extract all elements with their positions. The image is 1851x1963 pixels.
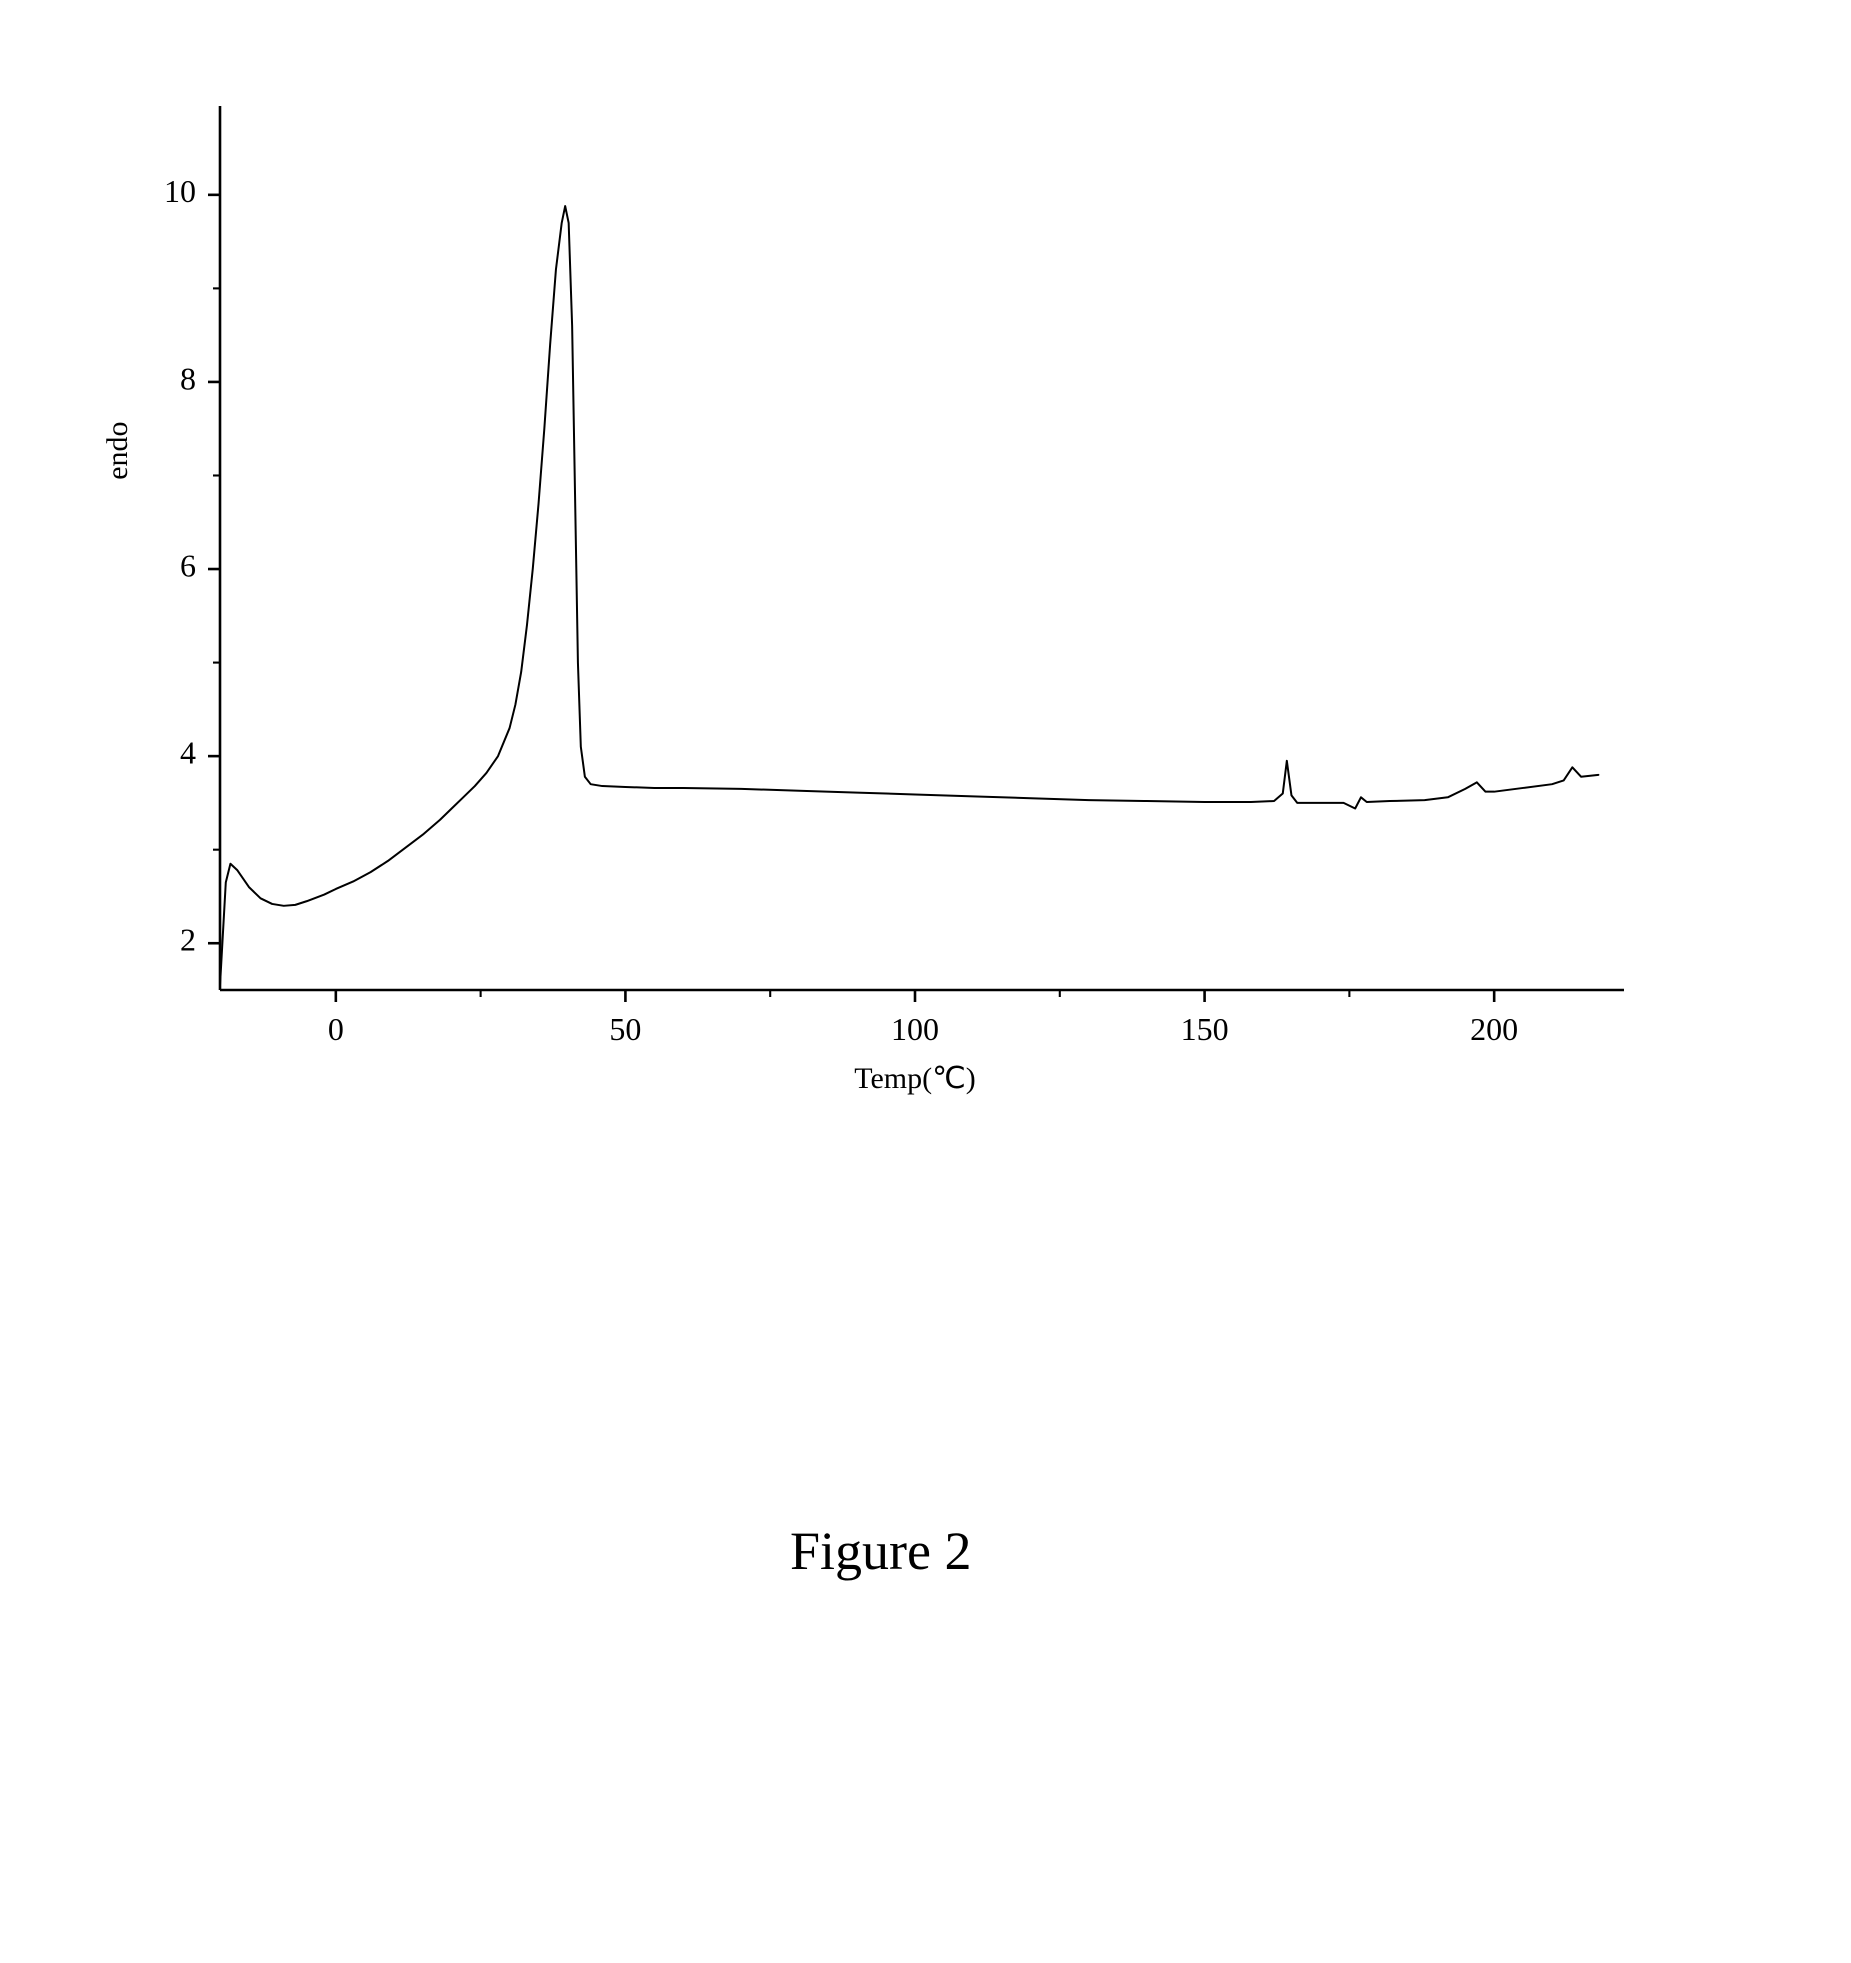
x-tick-label: 200 [1470, 1011, 1518, 1047]
y-tick-label: 6 [180, 547, 196, 583]
y-tick-label: 2 [180, 922, 196, 958]
y-tick-label: 4 [180, 734, 196, 770]
y-tick-label: 8 [180, 360, 196, 396]
x-axis-label: Temp(℃) [854, 1062, 976, 1095]
figure-caption: Figure 2 [790, 1520, 972, 1582]
y-tick-label: 10 [164, 173, 196, 209]
x-tick-label: 150 [1181, 1011, 1229, 1047]
dsc-thermogram-chart: 0 50 100 150 200 2 4 6 8 10 Temp(℃) endo [60, 40, 1760, 1200]
x-tick-label: 50 [609, 1011, 641, 1047]
chart-svg: 0 50 100 150 200 2 4 6 8 10 Temp(℃) endo [60, 40, 1760, 1200]
y-axis-label: endo [101, 421, 134, 479]
dsc-curve [220, 206, 1598, 985]
x-tick-label: 100 [891, 1011, 939, 1047]
x-tick-label: 0 [328, 1011, 344, 1047]
